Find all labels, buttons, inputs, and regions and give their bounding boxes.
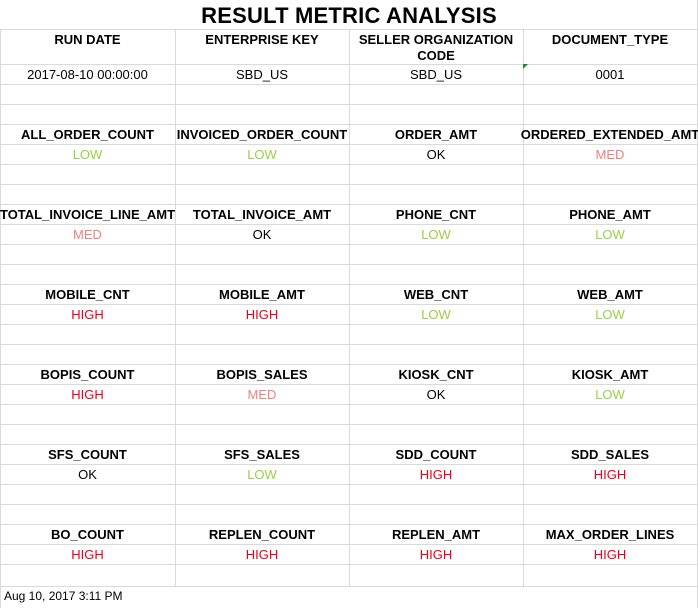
metric-label-cell[interactable]: BOPIS_COUNT <box>40 366 135 382</box>
metric-label-row: MOBILE_CNT MOBILE_AMT WEB_CNT WEB_AMT <box>0 284 697 304</box>
metric-value-row: HIGH HIGH LOW LOW <box>0 304 697 324</box>
metric-label-cell[interactable]: ORDERED_EXTENDED_AMT <box>520 126 698 142</box>
metric-status-cell[interactable]: MED <box>247 386 277 402</box>
metric-label-cell[interactable]: ALL_ORDER_COUNT <box>21 126 154 142</box>
enterprise-key-cell[interactable]: SBD_US <box>235 66 289 82</box>
metric-label-cell[interactable]: REPLEN_AMT <box>391 526 481 542</box>
timestamp-footer: Aug 10, 2017 3:11 PM <box>4 589 123 603</box>
metric-label-cell[interactable]: SFS_SALES <box>224 446 300 462</box>
empty-row <box>0 244 697 264</box>
metric-label-cell[interactable]: MOBILE_CNT <box>45 286 130 302</box>
metric-status-cell[interactable]: HIGH <box>71 306 104 322</box>
metric-status-cell[interactable]: LOW <box>595 226 625 242</box>
metric-status-cell[interactable]: OK <box>426 146 446 162</box>
header-cell[interactable]: DOCUMENT_TYPE <box>551 32 669 47</box>
metric-status-cell[interactable]: LOW <box>595 386 625 402</box>
metric-status-cell[interactable]: LOW <box>247 466 277 482</box>
metric-value-row: HIGH HIGH HIGH HIGH <box>0 544 697 564</box>
metric-status-cell[interactable]: OK <box>426 386 446 402</box>
metric-label-cell[interactable]: KIOSK_CNT <box>398 366 474 382</box>
empty-row <box>0 164 697 184</box>
metric-label-cell[interactable]: WEB_AMT <box>577 286 643 302</box>
empty-row <box>0 84 697 104</box>
metric-status-cell[interactable]: LOW <box>595 306 625 322</box>
metric-status-cell[interactable]: HIGH <box>245 306 279 322</box>
metric-label-cell[interactable]: SDD_COUNT <box>395 446 477 462</box>
header-cell[interactable]: ENTERPRISE KEY <box>205 32 319 47</box>
metric-status-cell[interactable]: HIGH <box>245 546 279 562</box>
metric-value-row: MED OK LOW LOW <box>0 224 697 244</box>
metric-label-cell[interactable]: KIOSK_AMT <box>571 366 649 382</box>
metric-label-row: BOPIS_COUNT BOPIS_SALES KIOSK_CNT KIOSK_AMT <box>0 364 697 384</box>
empty-row <box>0 324 697 344</box>
metric-status-cell[interactable]: HIGH <box>71 546 104 562</box>
metric-value-row: OK LOW HIGH HIGH <box>0 464 697 484</box>
metric-label-cell[interactable]: TOTAL_INVOICE_AMT <box>192 206 332 222</box>
metric-label-row: TOTAL_INVOICE_LINE_AMT TOTAL_INVOICE_AMT P… <box>0 204 697 224</box>
metric-status-cell[interactable]: LOW <box>72 146 103 162</box>
metric-label-cell[interactable]: MOBILE_AMT <box>219 286 305 302</box>
metric-status-cell[interactable]: HIGH <box>593 546 627 562</box>
metric-status-cell[interactable]: LOW <box>421 306 451 322</box>
metric-label-cell[interactable]: ORDER_AMT <box>394 126 478 142</box>
report-title: RESULT METRIC ANALYSIS <box>201 3 497 28</box>
empty-row <box>0 104 697 124</box>
metric-blocks: ALL_ORDER_COUNT INVOICED_ORDER_COUNT ORDER… <box>0 124 698 584</box>
empty-row <box>0 184 697 204</box>
seller-org-code-cell[interactable]: SBD_US <box>409 66 463 82</box>
metric-status-cell[interactable]: MED <box>595 146 625 162</box>
grid-line <box>0 586 697 587</box>
header-row: RUN DATE ENTERPRISE KEY SELLER ORGANIZAT… <box>0 29 697 64</box>
metric-value-row: HIGH MED OK LOW <box>0 384 697 404</box>
grid-line <box>0 29 1 608</box>
metric-status-cell[interactable]: OK <box>252 226 272 242</box>
metric-label-cell[interactable]: MAX_ORDER_LINES <box>545 526 675 542</box>
header-cell[interactable]: SELLER ORGANIZATION CODE <box>358 32 514 63</box>
metric-value-row: LOW LOW OK MED <box>0 144 697 164</box>
empty-row <box>0 404 697 424</box>
grid-line <box>523 29 524 586</box>
metric-label-cell[interactable]: SDD_SALES <box>570 446 650 462</box>
metric-label-cell[interactable]: REPLEN_COUNT <box>208 526 316 542</box>
grid-line <box>175 29 176 586</box>
grid-line <box>349 29 350 586</box>
metric-label-row: SFS_COUNT SFS_SALES SDD_COUNT SDD_SALES <box>0 444 697 464</box>
empty-row <box>0 344 697 364</box>
metric-grid: RUN DATE ENTERPRISE KEY SELLER ORGANIZAT… <box>0 29 698 584</box>
metric-status-cell[interactable]: HIGH <box>419 466 453 482</box>
metric-label-cell[interactable]: SFS_COUNT <box>48 446 127 462</box>
header-value-row: 2017-08-10 00:00:00 SBD_US SBD_US 0001 <box>0 64 697 84</box>
metric-label-row: BO_COUNT REPLEN_COUNT REPLEN_AMT MAX_ORDER_… <box>0 524 697 544</box>
metric-status-cell[interactable]: HIGH <box>71 386 104 402</box>
metric-label-cell[interactable]: INVOICED_ORDER_COUNT <box>176 126 348 142</box>
metric-status-cell[interactable]: MED <box>73 226 102 242</box>
metric-status-cell[interactable]: OK <box>78 466 97 482</box>
empty-row <box>0 564 697 584</box>
header-cell[interactable]: RUN DATE <box>54 32 121 47</box>
metric-status-cell[interactable]: HIGH <box>593 466 627 482</box>
comment-indicator-icon <box>523 64 528 69</box>
metric-label-cell[interactable]: PHONE_CNT <box>395 206 477 222</box>
metric-label-cell[interactable]: TOTAL_INVOICE_LINE_AMT <box>0 206 176 222</box>
empty-row <box>0 484 697 504</box>
metric-label-row: ALL_ORDER_COUNT INVOICED_ORDER_COUNT ORDER… <box>0 124 698 144</box>
metric-status-cell[interactable]: HIGH <box>419 546 453 562</box>
empty-row <box>0 424 697 444</box>
empty-row <box>0 264 697 284</box>
empty-row <box>0 504 697 524</box>
metric-label-cell[interactable]: PHONE_AMT <box>569 206 651 222</box>
document-type-cell[interactable]: 0001 <box>595 66 625 82</box>
metric-label-cell[interactable]: WEB_CNT <box>403 286 469 302</box>
metric-label-cell[interactable]: BOPIS_SALES <box>216 366 308 382</box>
metric-status-cell[interactable]: LOW <box>247 146 277 162</box>
run-date-cell[interactable]: 2017-08-10 00:00:00 <box>27 66 148 82</box>
metric-status-cell[interactable]: LOW <box>421 226 451 242</box>
metric-label-cell[interactable]: BO_COUNT <box>51 526 124 542</box>
